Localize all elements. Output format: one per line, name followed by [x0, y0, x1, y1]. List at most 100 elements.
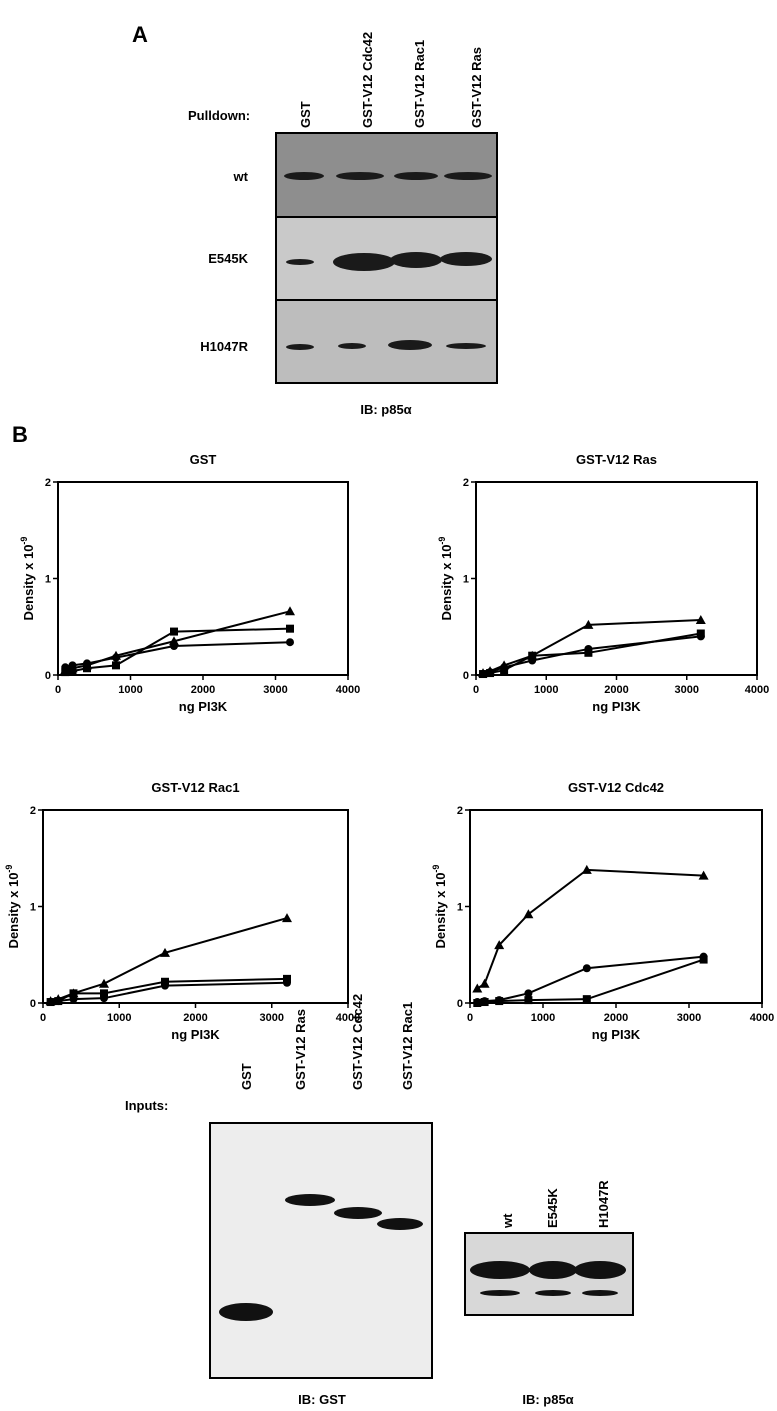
marker-triangle — [472, 983, 483, 993]
x-tick-label: 2000 — [191, 684, 215, 696]
chart: GST-V12 Ras 0 1000 2000 3000 4000 0 1 2 ng PI3K De… — [437, 452, 769, 714]
x-tick-label: 3000 — [263, 684, 287, 696]
x-tick-label: 2000 — [604, 684, 628, 696]
chart-title: GST-V12 Rac1 — [151, 780, 239, 795]
row-label: H1047R — [200, 339, 248, 354]
marker-square — [582, 995, 591, 1004]
chart-title: GST — [190, 452, 217, 467]
y-tick-label: 0 — [463, 670, 469, 682]
lane-label: GST-V12 Rac1 — [400, 1002, 415, 1090]
marker-circle — [54, 997, 63, 1006]
marker-circle — [584, 644, 593, 653]
marker-circle — [696, 632, 705, 641]
bands — [470, 1261, 626, 1296]
panel-letter: B — [12, 422, 28, 447]
marker-square — [112, 661, 120, 670]
marker-square — [100, 989, 108, 998]
marker-circle — [486, 668, 495, 677]
marker-triangle — [282, 913, 292, 923]
marker-circle — [69, 995, 78, 1004]
y-axis-label-base: Density x 10 — [6, 873, 21, 949]
x-tick-label: 4000 — [750, 1012, 774, 1024]
chart-title: GST-V12 Ras — [576, 452, 657, 467]
marker-triangle — [695, 614, 706, 624]
y-tick-label: 2 — [45, 477, 51, 489]
x-tick-label: 2000 — [604, 1012, 628, 1024]
blot — [209, 1122, 433, 1379]
y-tick-label: 2 — [463, 477, 469, 489]
x-axis-label: ng PI3K — [179, 699, 228, 714]
y-axis-label: Density x 10-9 — [4, 865, 21, 949]
y-axis-label: Density x 10-9 — [19, 537, 36, 621]
marker-square — [170, 627, 178, 636]
lane-label: GST-V12 Cdc42 — [360, 32, 375, 128]
x-tick-label: 0 — [467, 1012, 473, 1024]
y-tick-label: 1 — [45, 574, 51, 586]
lane-label: H1047R — [596, 1180, 611, 1228]
y-axis-label-exponent: -9 — [437, 537, 447, 545]
marker-circle — [480, 997, 489, 1006]
y-axis-label-base: Density x 10 — [433, 873, 448, 949]
x-tick-label: 4000 — [745, 684, 769, 696]
marker-triangle — [160, 947, 170, 957]
marker-circle — [46, 998, 55, 1007]
x-tick-label: 3000 — [260, 1012, 284, 1024]
lane-label: wt — [500, 1213, 515, 1229]
marker-circle — [170, 642, 178, 651]
x-tick-label: 1000 — [534, 684, 558, 696]
y-axis-label: Density x 10-9 — [431, 865, 448, 949]
y-axis-label-base: Density x 10 — [21, 545, 36, 621]
y-tick-label: 1 — [463, 574, 469, 586]
marker-triangle — [99, 978, 109, 988]
inputs-label: Inputs: — [125, 1098, 168, 1113]
chart: GST-V12 Cdc42 0 1000 2000 3000 4000 0 1 2 ng PI3K… — [431, 780, 774, 1042]
lane-label: GST — [239, 1063, 254, 1090]
marker-triangle — [698, 870, 709, 880]
x-tick-label: 1000 — [531, 1012, 555, 1024]
marker-circle — [283, 978, 291, 987]
marker-circle — [100, 994, 108, 1003]
x-axis-label: ng PI3K — [592, 699, 641, 714]
x-tick-label: 0 — [473, 684, 479, 696]
marker-square — [69, 989, 78, 998]
marker-circle — [528, 656, 537, 665]
y-tick-label: 0 — [457, 998, 463, 1010]
marker-square — [83, 664, 91, 673]
marker-triangle — [494, 940, 505, 950]
marker-circle — [582, 964, 591, 973]
marker-circle — [68, 661, 77, 670]
x-tick-label: 1000 — [107, 1012, 131, 1024]
marker-circle — [161, 981, 169, 990]
y-tick-label: 0 — [30, 998, 36, 1010]
y-axis-label-exponent: -9 — [431, 865, 441, 873]
x-tick-label: 0 — [55, 684, 61, 696]
marker-circle — [61, 663, 70, 672]
marker-square — [524, 996, 533, 1005]
y-tick-label: 0 — [45, 670, 51, 682]
y-axis-label-exponent: -9 — [19, 537, 29, 545]
marker-square — [286, 624, 294, 633]
x-tick-label: 4000 — [336, 684, 360, 696]
marker-triangle — [479, 978, 490, 988]
marker-triangle — [583, 619, 594, 629]
x-axis-label: ng PI3K — [592, 1027, 641, 1042]
marker-square — [68, 667, 77, 676]
marker-circle — [479, 670, 488, 679]
x-tick-label: 3000 — [675, 684, 699, 696]
chart-title: GST-V12 Cdc42 — [568, 780, 664, 795]
x-tick-label: 0 — [40, 1012, 46, 1024]
series-line — [50, 917, 288, 1003]
x-axis-label: ng PI3K — [171, 1027, 220, 1042]
marker-circle — [473, 998, 482, 1007]
marker-circle — [112, 653, 120, 662]
y-tick-label: 1 — [457, 902, 463, 914]
row-label: wt — [233, 169, 249, 184]
pulldown-label: Pulldown: — [188, 108, 250, 123]
y-tick-label: 1 — [30, 902, 36, 914]
lane-label: GST-V12 Rac1 — [412, 40, 427, 128]
chart: GST-V12 Rac1 0 1000 2000 3000 4000 0 1 2 ng PI3K D… — [4, 780, 360, 1042]
blot-label: IB: p85α — [360, 402, 411, 417]
x-tick-label: 3000 — [677, 1012, 701, 1024]
marker-circle — [524, 989, 533, 998]
